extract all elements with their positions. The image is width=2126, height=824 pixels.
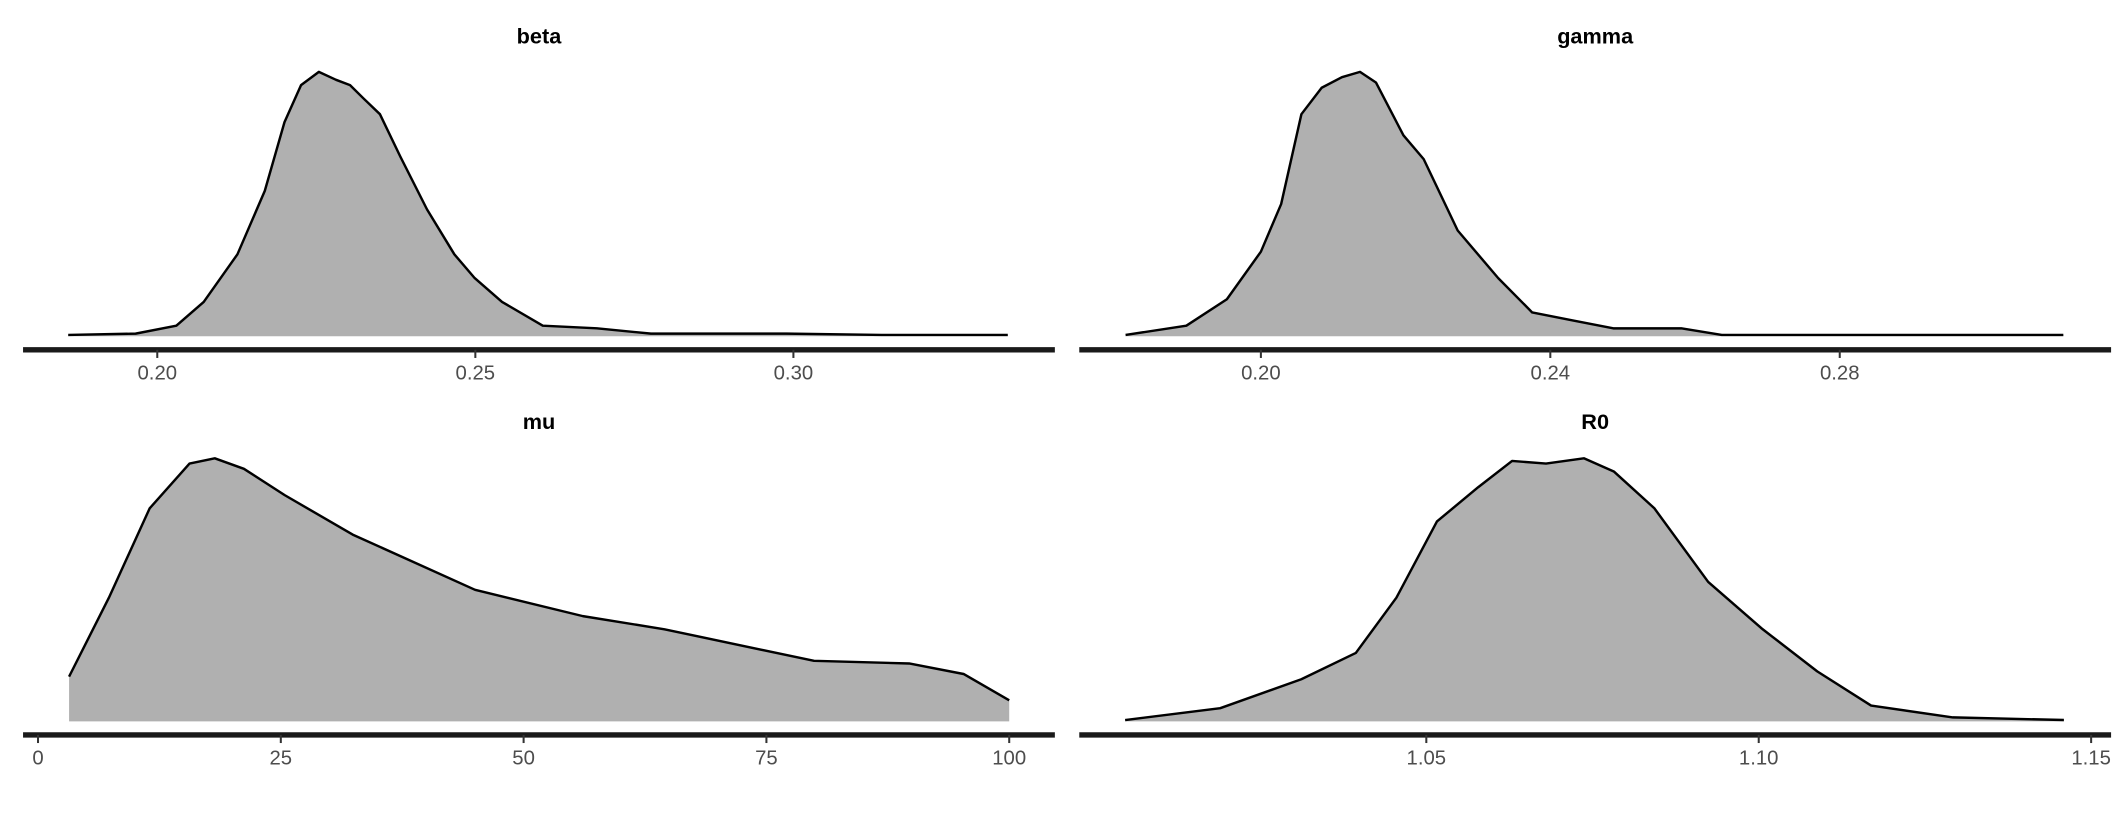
- density-area: [1125, 458, 2064, 722]
- x-tick-label: 25: [269, 748, 292, 770]
- density-line: [1124, 457, 2064, 722]
- x-tick-label: 1.15: [2071, 748, 2111, 770]
- x-tick-label: 100: [992, 748, 1026, 770]
- x-tick-label: 0.24: [1531, 363, 1571, 385]
- x-tick-label: 0.30: [774, 363, 814, 385]
- panel-title: mu: [523, 409, 556, 434]
- panel-title: R0: [1581, 409, 1609, 434]
- x-tick-label: 0.28: [1820, 363, 1860, 385]
- x-tick-label: 1.05: [1407, 748, 1447, 770]
- x-tick-label: 50: [512, 748, 535, 770]
- x-tick-label: 0: [32, 748, 43, 770]
- density-area: [68, 71, 1008, 337]
- density-line: [68, 70, 1008, 337]
- density-area: [69, 458, 1010, 722]
- panel-title: gamma: [1557, 24, 1634, 49]
- x-tick-label: 0.20: [1241, 363, 1281, 385]
- x-tick-label: 75: [755, 748, 778, 770]
- x-tick-label: 0.25: [456, 363, 496, 385]
- density-line: [1125, 70, 2064, 337]
- density-line: [67, 457, 1010, 702]
- x-tick-label: 0.20: [137, 363, 177, 385]
- x-tick-label: 1.10: [1739, 748, 1779, 770]
- panel-title: beta: [517, 24, 563, 49]
- density-area: [1125, 71, 2064, 337]
